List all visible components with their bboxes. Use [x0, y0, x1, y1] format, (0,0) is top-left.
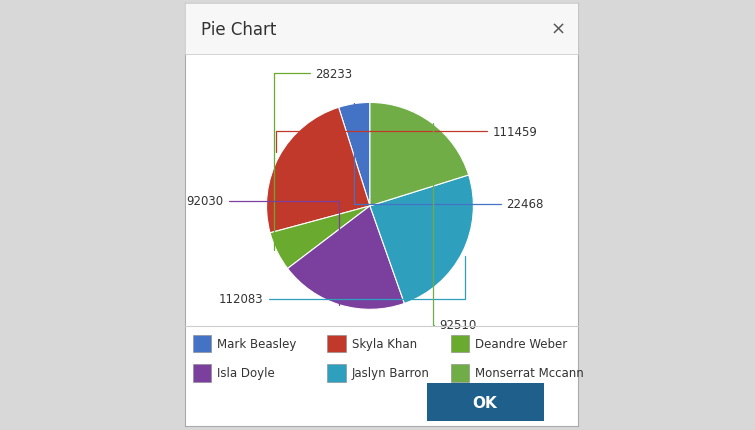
- Text: 22468: 22468: [353, 104, 544, 211]
- Text: 112083: 112083: [218, 257, 465, 306]
- Text: 111459: 111459: [276, 126, 538, 153]
- Text: Isla Doyle: Isla Doyle: [217, 367, 275, 380]
- Bar: [328, 335, 346, 352]
- Text: 92510: 92510: [433, 123, 476, 332]
- Bar: [451, 335, 469, 352]
- Wedge shape: [370, 175, 473, 304]
- Wedge shape: [339, 103, 370, 206]
- Bar: [193, 365, 211, 382]
- Text: 28233: 28233: [274, 68, 353, 251]
- Wedge shape: [270, 206, 370, 269]
- Text: Mark Beasley: Mark Beasley: [217, 337, 296, 350]
- Text: Monserrat Mccann: Monserrat Mccann: [475, 367, 584, 380]
- Text: Deandre Weber: Deandre Weber: [475, 337, 567, 350]
- Wedge shape: [370, 103, 469, 206]
- Text: OK: OK: [473, 395, 498, 410]
- Bar: [193, 335, 211, 352]
- Text: ×: ×: [550, 21, 565, 39]
- Text: Pie Chart: Pie Chart: [201, 21, 276, 39]
- Text: 92030: 92030: [186, 195, 340, 305]
- Wedge shape: [267, 108, 370, 233]
- Text: Jaslyn Barron: Jaslyn Barron: [352, 367, 430, 380]
- Bar: [451, 365, 469, 382]
- Text: Skyla Khan: Skyla Khan: [352, 337, 417, 350]
- Bar: [328, 365, 346, 382]
- Wedge shape: [288, 206, 405, 310]
